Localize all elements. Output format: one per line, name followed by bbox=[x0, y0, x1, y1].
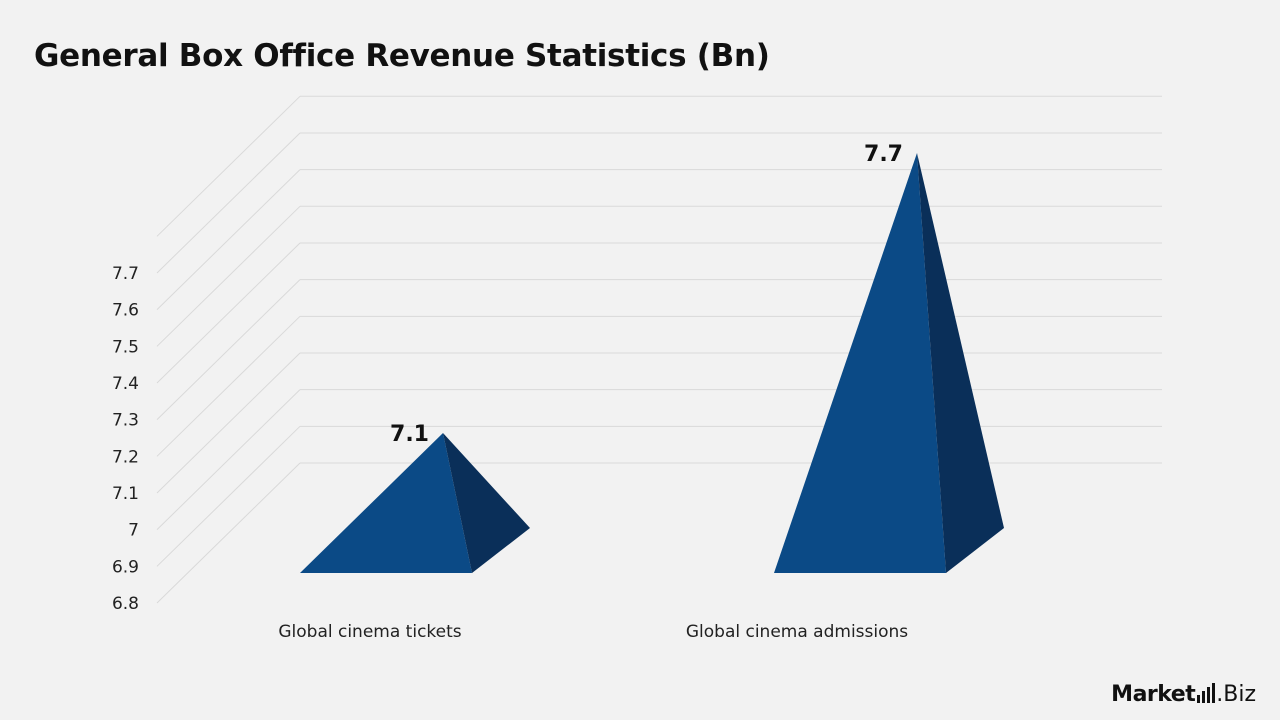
category-labels: Global cinema tickets Global cinema admis… bbox=[278, 622, 908, 642]
gridline-side bbox=[156, 315, 301, 457]
category-label: Global cinema admissions bbox=[686, 622, 908, 642]
y-tick-label: 7.5 bbox=[112, 337, 139, 357]
y-tick-label: 6.9 bbox=[112, 557, 139, 577]
data-label: 7.7 bbox=[864, 142, 903, 167]
logo-bars-icon bbox=[1197, 683, 1216, 703]
gridline-side bbox=[156, 242, 301, 384]
y-tick-label: 6.8 bbox=[112, 594, 139, 614]
pyramid-bar bbox=[300, 432, 530, 573]
data-labels: 7.1 7.7 bbox=[390, 142, 903, 447]
gridline-side bbox=[156, 425, 301, 567]
pyramid-bars bbox=[300, 152, 1004, 573]
chart-title: General Box Office Revenue Statistics (B… bbox=[34, 38, 770, 74]
gridline-side bbox=[156, 95, 301, 237]
gridline-side bbox=[156, 389, 301, 531]
y-tick-label: 7.1 bbox=[112, 484, 139, 504]
logo-suffix: .Biz bbox=[1216, 682, 1256, 707]
gridline-side bbox=[156, 205, 301, 347]
gridline-side bbox=[156, 279, 301, 421]
y-tick-label: 7.4 bbox=[112, 374, 139, 394]
y-axis-tick-labels: 6.8 6.9 7 7.1 7.2 7.3 7.4 7.5 7.6 7.7 bbox=[112, 264, 139, 614]
gridline-side bbox=[156, 352, 301, 494]
data-label: 7.1 bbox=[390, 422, 429, 447]
gridline-side bbox=[156, 462, 301, 604]
y-tick-label: 7.3 bbox=[112, 411, 139, 431]
category-label: Global cinema tickets bbox=[278, 622, 461, 642]
gridline-side bbox=[156, 132, 301, 274]
pyramid-bar bbox=[774, 152, 1004, 573]
pyramid-side-face bbox=[917, 152, 1004, 573]
gridlines bbox=[156, 95, 1162, 604]
y-tick-label: 7 bbox=[128, 521, 139, 541]
y-tick-label: 7.2 bbox=[112, 447, 139, 467]
pyramid-front-face bbox=[774, 152, 946, 573]
pyramid-front-face bbox=[300, 432, 472, 573]
marketbiz-logo: Market .Biz bbox=[1111, 683, 1256, 706]
pyramid-side-face bbox=[443, 432, 530, 573]
y-tick-label: 7.7 bbox=[112, 264, 139, 284]
gridline-side bbox=[156, 169, 301, 310]
y-tick-label: 7.6 bbox=[112, 301, 139, 321]
logo-brand: Market bbox=[1111, 682, 1196, 707]
